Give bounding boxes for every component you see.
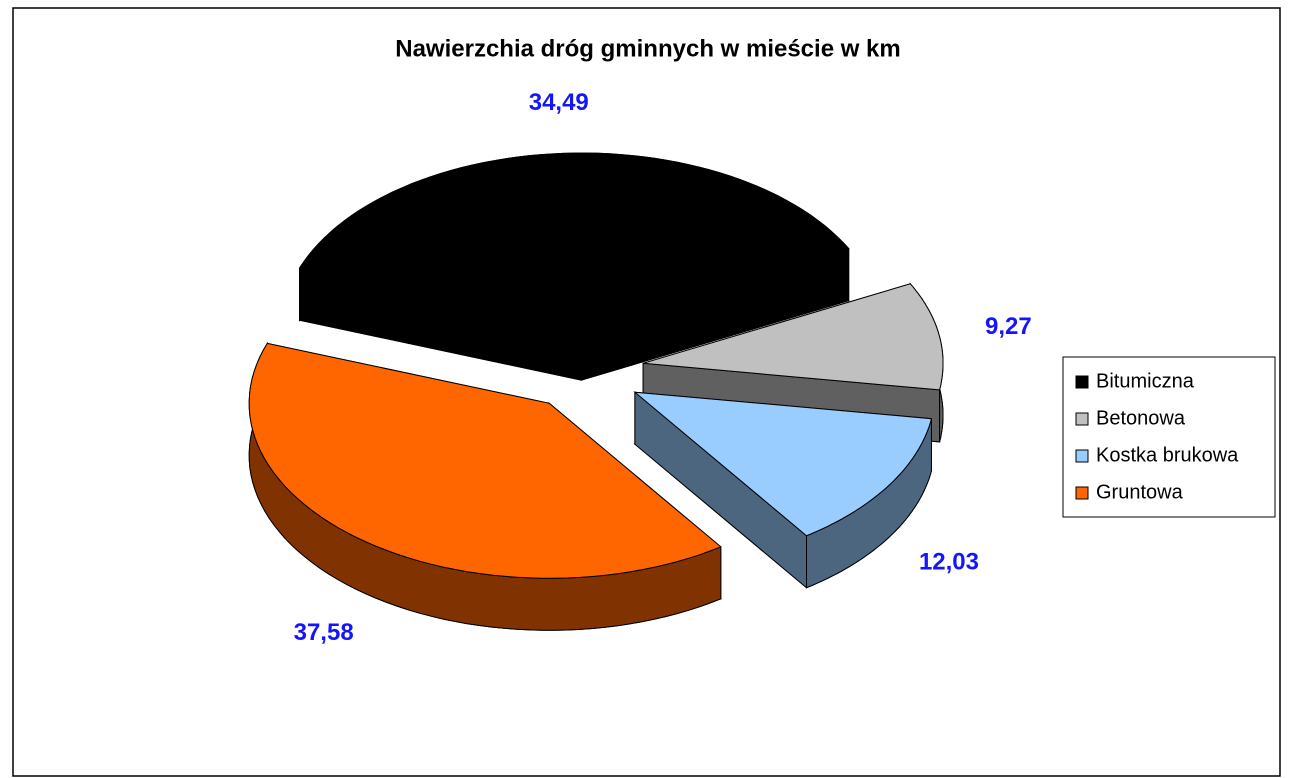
slice [633, 391, 933, 537]
legend-label: Betonowa [1096, 407, 1186, 429]
legend-swatch [1075, 375, 1089, 389]
data-label: 37,58 [294, 619, 354, 646]
data-label: 12,03 [919, 548, 979, 575]
legend: Bitumiczna Betonowa Kostka brukowa Gruntowa [1075, 370, 1239, 503]
pie: 34,49 9,27 12,03 37,58 [248, 89, 1032, 646]
legend-label: Gruntowa [1096, 481, 1184, 503]
data-label: 9,27 [985, 313, 1032, 340]
legend-box [1062, 356, 1276, 518]
slice [298, 152, 850, 329]
slice [248, 342, 722, 579]
legend-label: Kostka brukowa [1096, 444, 1239, 466]
legend-swatch [1075, 449, 1089, 463]
legend-swatch [1075, 412, 1089, 426]
legend-swatch [1075, 486, 1089, 500]
data-label: 34,49 [529, 89, 589, 116]
slice [642, 283, 944, 391]
legend-label: Bitumiczna [1096, 370, 1195, 392]
chart-title: Nawierzchia dróg gminnych w mieście w km [395, 35, 901, 62]
